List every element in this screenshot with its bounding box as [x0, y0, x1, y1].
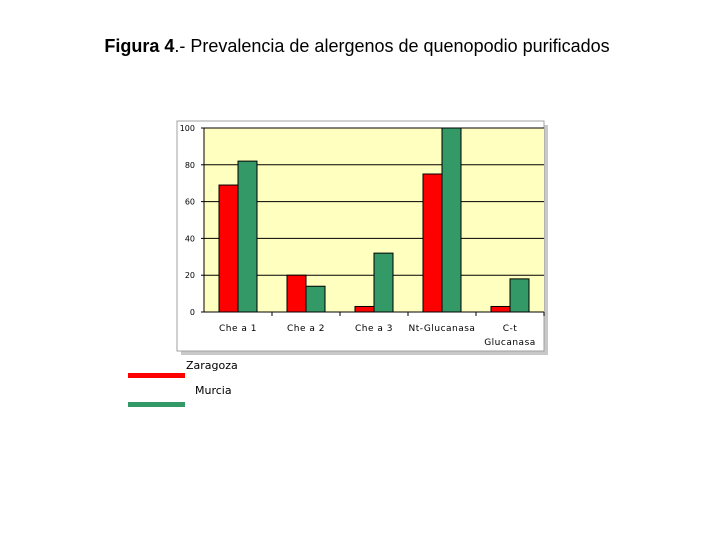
legend-swatch-murcia	[128, 402, 185, 407]
x-category-label: Nt-Glucanasa	[409, 324, 476, 334]
bar-zaragoza	[218, 184, 239, 313]
x-category-labels: Che a 1 Che a 2 Che a 3 Nt-Glucanasa C-t Gluc…	[219, 324, 536, 348]
bar-murcia	[441, 127, 462, 313]
bar-murcia	[305, 285, 326, 313]
legend-swatch-zaragoza	[128, 373, 185, 378]
bar-zaragoza	[422, 173, 443, 313]
x-category-label: C-t	[503, 324, 518, 334]
bar-zaragoza	[286, 274, 307, 313]
y-tick-label: 100	[180, 124, 195, 133]
legend-label-zaragoza: Zaragoza	[186, 359, 238, 372]
bar-zaragoza	[354, 305, 375, 313]
x-category-label: Che a 2	[287, 324, 325, 334]
figure-caption: .- Prevalencia de alergenos de quenopodi…	[174, 36, 610, 56]
gridlines	[204, 127, 544, 276]
y-tick-label: 0	[190, 308, 195, 317]
bar-murcia	[373, 252, 394, 313]
x-category-label: Che a 1	[219, 324, 257, 334]
x-category-label: Che a 3	[355, 324, 393, 334]
axes	[201, 127, 545, 316]
y-tick-labels: 0 20 40 60 80 100	[180, 124, 195, 317]
y-tick-label: 40	[185, 234, 195, 243]
figure-number: Figura 4	[104, 36, 175, 56]
x-category-label: Glucanasa	[484, 338, 536, 348]
y-tick-label: 60	[185, 198, 195, 207]
y-tick-label: 80	[185, 161, 195, 170]
y-tick-label: 20	[185, 271, 195, 280]
bars	[218, 127, 530, 313]
chart-title: Figura 4.- Prevalencia de alergenos de q…	[0, 36, 714, 57]
legend-label-murcia: Murcia	[195, 384, 232, 397]
bar-zaragoza	[490, 305, 511, 313]
bar-murcia	[237, 160, 258, 313]
bar-murcia	[509, 278, 530, 313]
